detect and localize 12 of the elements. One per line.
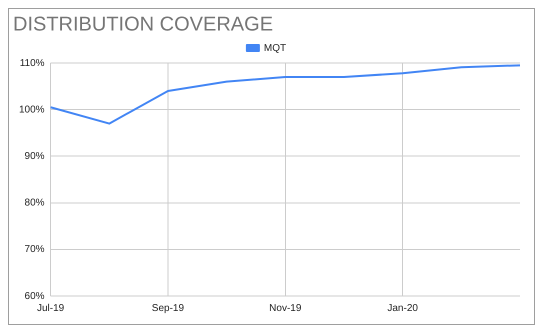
y-tick-label: 100% (19, 104, 45, 116)
chart-title: DISTRIBUTION COVERAGE (13, 14, 274, 36)
x-tick-label: Sep-19 (152, 302, 184, 314)
y-tick-label: 110% (20, 58, 45, 69)
y-tick-label: 60% (24, 290, 45, 302)
y-tick-label: 90% (24, 150, 45, 162)
legend-label: MQT (264, 42, 286, 54)
x-tick-label: Nov-19 (269, 302, 302, 314)
y-tick-label: 70% (24, 244, 45, 256)
y-tick-label: 80% (24, 198, 45, 209)
x-tick-label: Jul-19 (36, 302, 65, 314)
x-tick-label: Jan-20 (387, 302, 418, 314)
